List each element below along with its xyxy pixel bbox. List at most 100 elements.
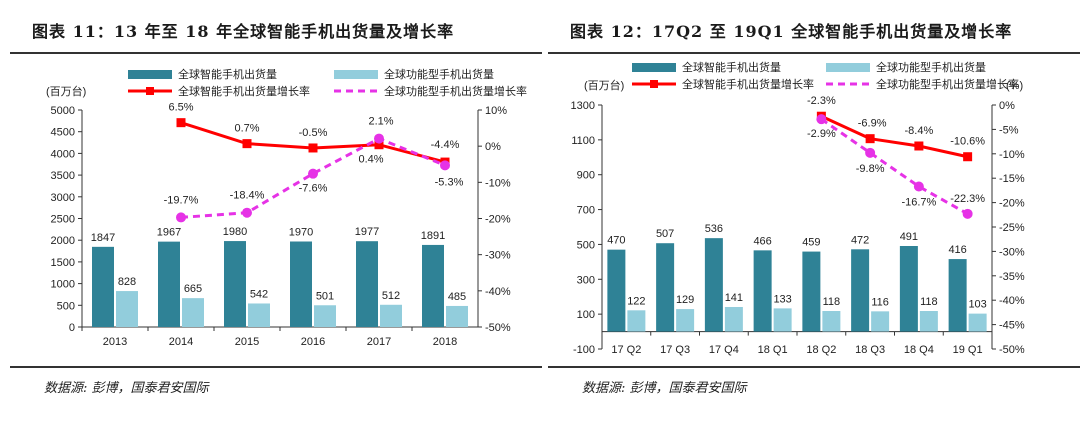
smartphone-growth-marker bbox=[308, 143, 318, 153]
right-tick-label: -40% bbox=[999, 295, 1025, 307]
chart-12: -100 100 300 500 700 900 1100 1300 -50% -45% -40% -… bbox=[571, 60, 1025, 356]
legend-label: 全球智能手机出货量增长率 bbox=[178, 84, 310, 98]
smartphone-bar bbox=[948, 259, 967, 332]
feature-phone-bar bbox=[116, 291, 138, 327]
left-tick-label: 1300 bbox=[571, 100, 595, 112]
legend-label: 全球功能型手机出货量增长率 bbox=[876, 77, 1019, 91]
right-tick-label: -30% bbox=[485, 250, 511, 262]
smartphone-bar bbox=[224, 241, 246, 327]
smartphone-growth-marker bbox=[865, 134, 875, 144]
bar-value-label: 1967 bbox=[157, 227, 181, 239]
growth-value-label: 0.7% bbox=[234, 123, 259, 135]
bar-value-label: 512 bbox=[382, 290, 400, 302]
smartphone-bar bbox=[92, 246, 114, 327]
bar-value-label: 536 bbox=[705, 223, 723, 235]
growth-value-label: -19.7% bbox=[164, 194, 199, 206]
feature-phone-bar bbox=[314, 305, 336, 327]
chart-title: 图表 11：13 年至 18 年全球智能手机出货量及增长率 bbox=[32, 22, 455, 41]
right-tick-label: -10% bbox=[485, 177, 511, 189]
bar-value-label: 141 bbox=[725, 292, 743, 304]
left-tick-label: 2500 bbox=[51, 214, 75, 226]
bar-value-label: 459 bbox=[802, 237, 820, 249]
feature-phone-bar bbox=[182, 298, 204, 327]
growth-value-label: -8.4% bbox=[905, 125, 934, 137]
feature-phone-bar bbox=[968, 313, 987, 332]
left-tick-label: 3000 bbox=[51, 192, 75, 204]
smartphone-bar bbox=[422, 244, 444, 327]
left-tick-label: 1100 bbox=[571, 135, 595, 147]
left-tick-label: 3500 bbox=[51, 170, 75, 182]
legend-swatch-feature-phone bbox=[826, 63, 870, 72]
left-tick-label: 100 bbox=[577, 309, 595, 321]
feature-phone-growth-marker bbox=[176, 212, 186, 223]
left-tick-label: 1500 bbox=[51, 257, 75, 269]
feature-phone-growth-marker bbox=[962, 208, 973, 219]
x-tick-label: 17 Q2 bbox=[611, 344, 641, 356]
legend-swatch-feature-phone bbox=[334, 70, 378, 79]
right-axis-unit-label: (%) bbox=[1006, 80, 1023, 92]
left-tick-label: 4500 bbox=[51, 127, 75, 139]
smartphone-growth-marker bbox=[176, 118, 186, 128]
left-tick-label: 5000 bbox=[51, 105, 75, 117]
right-tick-label: -20% bbox=[999, 198, 1025, 210]
x-tick-label: 2018 bbox=[433, 336, 457, 348]
feature-phone-growth-marker bbox=[913, 181, 924, 192]
x-tick-label: 18 Q4 bbox=[904, 344, 934, 356]
right-tick-label: -15% bbox=[999, 173, 1025, 185]
bar-value-label: 1980 bbox=[223, 226, 247, 238]
growth-value-label: 0.4% bbox=[358, 154, 383, 166]
left-tick-label: 700 bbox=[577, 205, 595, 217]
right-tick-label: -50% bbox=[999, 344, 1025, 356]
smartphone-bar bbox=[158, 241, 180, 327]
feature-phone-bar bbox=[871, 311, 890, 332]
right-tick-label: -25% bbox=[999, 222, 1025, 234]
legend-label: 全球智能手机出货量增长率 bbox=[682, 77, 814, 91]
x-tick-label: 18 Q2 bbox=[806, 344, 836, 356]
x-tick-label: 17 Q3 bbox=[660, 344, 690, 356]
smartphone-bar bbox=[607, 249, 626, 332]
left-tick-label: 500 bbox=[57, 300, 75, 312]
right-tick-label: -40% bbox=[485, 286, 511, 298]
bar-value-label: 665 bbox=[184, 283, 202, 295]
growth-value-label: -0.5% bbox=[299, 127, 328, 139]
legend-marker-smartphone-growth bbox=[146, 87, 154, 95]
feature-phone-growth-marker bbox=[865, 147, 876, 158]
left-tick-label: 4000 bbox=[51, 148, 75, 160]
right-tick-label: -35% bbox=[999, 271, 1025, 283]
bar-value-label: 501 bbox=[316, 290, 334, 302]
divider bbox=[10, 52, 542, 54]
growth-value-label: -7.6% bbox=[299, 183, 328, 195]
smartphone-growth-marker bbox=[242, 139, 252, 149]
smartphone-bar bbox=[851, 249, 870, 332]
bar-value-label: 416 bbox=[948, 244, 966, 256]
x-tick-label: 18 Q3 bbox=[855, 344, 885, 356]
right-tick-label: -30% bbox=[999, 246, 1025, 258]
growth-value-label: -9.8% bbox=[856, 163, 885, 175]
smartphone-growth-marker bbox=[963, 152, 973, 162]
left-tick-label: 0 bbox=[69, 322, 75, 334]
bar-value-label: 828 bbox=[118, 276, 136, 288]
right-tick-label: -10% bbox=[999, 149, 1025, 161]
left-tick-label: 1000 bbox=[51, 279, 75, 291]
x-tick-label: 2017 bbox=[367, 336, 391, 348]
legend-label: 全球功能型手机出货量增长率 bbox=[384, 84, 527, 98]
left-tick-label: 300 bbox=[577, 274, 595, 286]
legend-marker-smartphone-growth bbox=[650, 80, 658, 88]
growth-value-label: -5.3% bbox=[435, 176, 464, 188]
bar-value-label: 542 bbox=[250, 288, 268, 300]
bar-value-label: 1847 bbox=[91, 232, 115, 244]
source-note: 数据源: 彭博，国泰君安国际 bbox=[582, 381, 747, 396]
feature-phone-bar bbox=[773, 308, 792, 332]
left-axis-unit-label: (百万台) bbox=[584, 78, 624, 92]
x-tick-label: 2015 bbox=[235, 336, 259, 348]
feature-phone-growth-line bbox=[180, 136, 446, 219]
x-tick-label: 2013 bbox=[103, 336, 127, 348]
bar-value-label: 133 bbox=[773, 293, 791, 305]
chart-title: 图表 12：17Q2 至 19Q1 全球智能手机出货量及增长率 bbox=[570, 22, 1013, 41]
smartphone-growth-line bbox=[820, 114, 968, 159]
bar-value-label: 491 bbox=[900, 231, 918, 243]
growth-value-label: -2.3% bbox=[807, 95, 836, 107]
source-note: 数据源: 彭博，国泰君安国际 bbox=[44, 381, 209, 396]
feature-phone-bar bbox=[627, 310, 646, 332]
chart-panel-11: 图表 11：13 年至 18 年全球智能手机出货量及增长率 0 500 1000 15… bbox=[10, 0, 542, 427]
